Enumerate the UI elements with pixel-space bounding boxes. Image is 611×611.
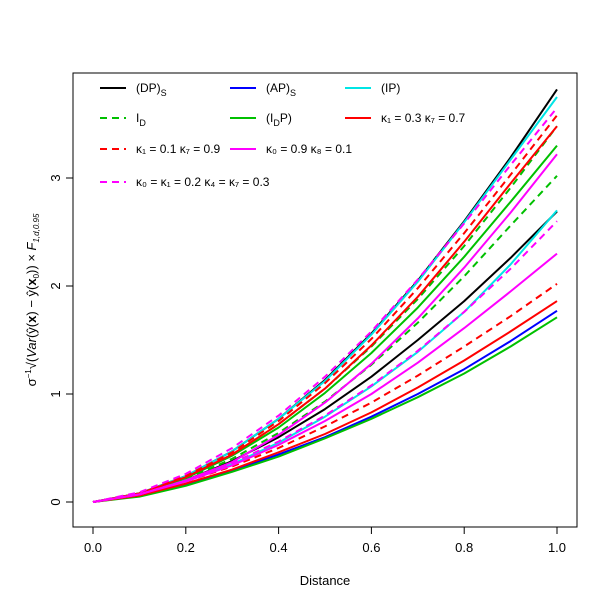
y-axis-title: σ−1√(Var(ŷ(x) − ŷ(x0)) × F1,d,0.95 <box>24 213 41 386</box>
y-tick-label: 1 <box>48 390 63 397</box>
x-axis-title: Distance <box>300 573 351 588</box>
x-tick-label: 0.6 <box>362 540 380 555</box>
series-line-12 <box>92 114 558 503</box>
x-tick-label: 0.8 <box>455 540 473 555</box>
series-line-7 <box>92 175 558 503</box>
legend-item-2: (AP)S <box>230 81 296 98</box>
x-tick-label: 0.0 <box>84 540 102 555</box>
legend-label: (IDP) <box>266 111 292 128</box>
y-tick-label: 2 <box>48 282 63 289</box>
series-line-13 <box>92 282 558 503</box>
series-line-3 <box>92 309 558 503</box>
series-line-10 <box>92 125 558 503</box>
legend-label: ID <box>136 111 146 128</box>
series-line-8 <box>92 144 558 503</box>
legend-item-9: κ₀ = κ₁ = 0.2 κ₄ = κ₇ = 0.3 <box>100 175 270 189</box>
legend-item-7: κ₁ = 0.1 κ₇ = 0.9 <box>100 142 221 156</box>
x-tick-label: 0.4 <box>270 540 288 555</box>
x-axis: 0.0 0.2 0.4 0.6 0.8 1.0 <box>84 526 566 555</box>
legend-item-3: (IP) <box>345 81 400 95</box>
legend-label: (DP)S <box>136 81 167 98</box>
legend-item-1: (DP)S <box>100 81 167 98</box>
series-line-16 <box>92 107 558 503</box>
legend-label: κ₁ = 0.1 κ₇ = 0.9 <box>136 142 221 156</box>
series-layer <box>92 88 558 503</box>
legend-item-6: κ₁ = 0.3 κ₇ = 0.7 <box>345 111 466 125</box>
series-line-14 <box>92 153 558 503</box>
legend-label: κ₀ = 0.9 κ₈ = 0.1 <box>266 142 352 156</box>
legend: (DP)S (AP)S (IP) ID (IDP) κ₁ = 0.3 κ₇ = 0.7 κ₁… <box>100 81 466 189</box>
legend-label: κ₀ = κ₁ = 0.2 κ₄ = κ₇ = 0.3 <box>136 175 270 189</box>
y-tick-label: 0 <box>48 498 63 505</box>
series-line-6 <box>92 125 558 503</box>
y-axis: 0 1 2 3 <box>48 174 74 506</box>
legend-label: κ₁ = 0.3 κ₇ = 0.7 <box>381 111 466 125</box>
series-line-4 <box>92 96 558 503</box>
series-line-2 <box>92 210 558 503</box>
legend-item-8: κ₀ = 0.9 κ₈ = 0.1 <box>230 142 352 156</box>
legend-label: (AP)S <box>266 81 296 98</box>
svg-text:σ−1√(Var(ŷ(x) − ŷ(x0)) × F1,d,: σ−1√(Var(ŷ(x) − ŷ(x0)) × F1,d,0.95 <box>24 213 41 386</box>
series-line-11 <box>92 300 558 503</box>
y-tick-label: 3 <box>48 174 63 181</box>
x-tick-label: 0.2 <box>177 540 195 555</box>
legend-item-4: ID <box>100 111 146 128</box>
series-line-17 <box>92 220 558 503</box>
legend-item-5: (IDP) <box>230 111 292 128</box>
series-line-9 <box>92 316 558 503</box>
x-tick-label: 1.0 <box>548 540 566 555</box>
legend-label: (IP) <box>381 81 400 95</box>
series-line-15 <box>92 252 558 503</box>
